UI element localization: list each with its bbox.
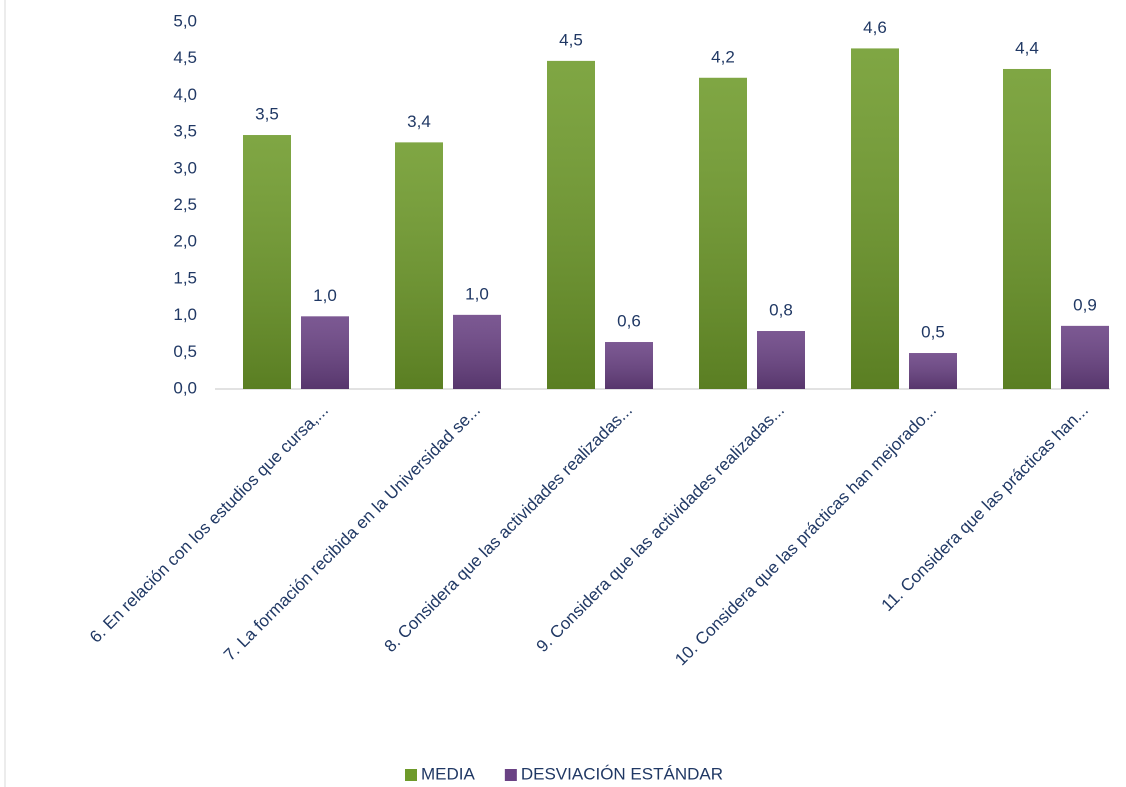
bar-shade [605,342,653,389]
y-tick-label: 0,0 [173,378,197,397]
data-label: 1,0 [465,284,489,303]
bar-shade [699,77,747,389]
bar-shade [757,331,805,389]
y-tick-label: 4,5 [173,48,197,67]
bar-shade [395,142,443,389]
legend-label: DESVIACIÓN ESTÁNDAR [521,764,723,783]
legend-swatch [504,769,517,781]
bar-shade [547,60,595,389]
y-tick-label: 3,0 [173,158,197,177]
x-tick-label: 7. La formación recibida en la Universid… [220,401,484,665]
data-label: 3,5 [255,105,279,124]
x-tick-label: 10. Considera que las prácticas han mejo… [671,401,940,670]
data-label: 4,4 [1015,38,1039,57]
y-tick-label: 3,5 [173,122,197,141]
bar-shade [243,135,291,389]
y-tick-label: 1,5 [173,268,197,287]
bar-shade [1003,68,1051,389]
data-label: 0,8 [769,300,793,319]
bar-shade [851,48,899,389]
x-tick-label: 8. Considera que las actividades realiza… [381,401,636,656]
data-label: 0,6 [617,312,641,331]
data-label: 0,9 [1073,295,1097,314]
data-label: 0,5 [921,323,945,342]
bar-shade [909,353,957,389]
y-tick-label: 2,5 [173,195,197,214]
x-tick-label: 9. Considera que las actividades realiza… [533,401,788,656]
y-tick-label: 5,0 [173,11,197,30]
y-tick-label: 1,0 [173,305,197,324]
bar-shade [453,314,501,389]
x-tick-label: 6. En relación con los estudios que curs… [86,401,332,647]
bar-shade [301,316,349,389]
legend-swatch [405,769,417,781]
y-tick-label: 0,5 [173,342,197,361]
data-label: 1,0 [313,286,337,305]
legend-label: MEDIA [421,764,476,783]
bar-shade [1061,325,1109,389]
data-label: 4,5 [559,30,583,49]
data-label: 4,2 [711,47,735,66]
data-label: 3,4 [407,112,431,131]
data-label: 4,6 [863,18,887,37]
y-tick-label: 4,0 [173,85,197,104]
y-tick-label: 2,0 [173,232,197,251]
